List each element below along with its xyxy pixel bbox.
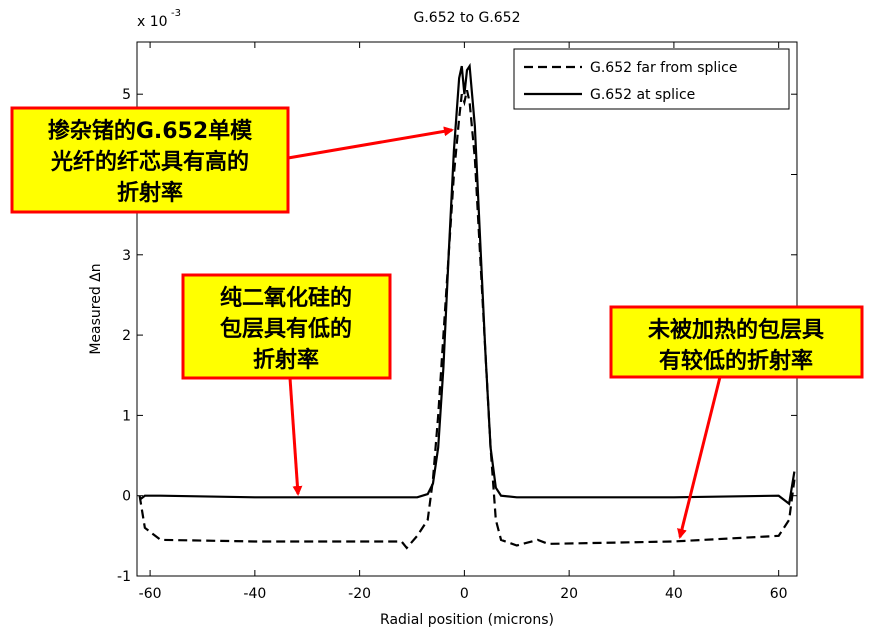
annotation-text: 包层具有低的 bbox=[220, 316, 352, 342]
y-axis-label: Measured Δn bbox=[88, 263, 104, 354]
y-tick-label: 5 bbox=[122, 87, 131, 103]
x-tick-label: 20 bbox=[560, 586, 578, 602]
y-tick-label: -1 bbox=[117, 569, 131, 585]
annotation-arrow bbox=[288, 377, 303, 496]
annotation-text: 未被加热的包层具 bbox=[648, 317, 824, 343]
x-tick-label: -40 bbox=[243, 586, 266, 602]
data-line bbox=[138, 62, 796, 506]
x-tick-label: -20 bbox=[348, 586, 371, 602]
annotation-box bbox=[181, 273, 392, 380]
y-multiplier-exponent: -3 bbox=[171, 8, 181, 19]
legend-label: G.652 at splice bbox=[590, 87, 695, 103]
y-multiplier: x 10 bbox=[137, 14, 168, 30]
annotation-box bbox=[10, 106, 290, 214]
annotation-text: 折射率 bbox=[117, 180, 183, 206]
annotation-arrow bbox=[287, 126, 454, 160]
y-tick-label: 0 bbox=[122, 489, 131, 505]
y-tick-label: 2 bbox=[122, 328, 131, 344]
x-tick-label: 60 bbox=[770, 586, 788, 602]
annotations: 掺杂锗的G.652单模光纤的纤芯具有高的折射率纯二氧化硅的包层具有低的折射率未被… bbox=[10, 106, 864, 539]
annotation-arrow bbox=[677, 376, 722, 539]
legend-label: G.652 far from splice bbox=[590, 60, 738, 76]
data-line bbox=[138, 89, 796, 550]
legend-box bbox=[513, 48, 790, 110]
legend: G.652 far from splice G.652 at splice bbox=[513, 48, 790, 110]
x-tick-label: 40 bbox=[665, 586, 683, 602]
annotation-text: 纯二氧化硅的 bbox=[220, 285, 352, 311]
annotation-text: 有较低的折射率 bbox=[659, 348, 813, 374]
annotation-text: 掺杂锗的G.652单模 bbox=[48, 118, 253, 144]
annotation-text: 折射率 bbox=[253, 347, 319, 373]
chart-title: G.652 to G.652 bbox=[414, 10, 521, 26]
y-tick-label: 3 bbox=[122, 248, 131, 264]
x-axis-label: Radial position (microns) bbox=[380, 612, 554, 628]
annotation-box bbox=[609, 305, 864, 379]
annotation-text: 光纤的纤芯具有高的 bbox=[50, 149, 249, 175]
y-tick-label: 1 bbox=[122, 408, 131, 424]
x-tick-label: 0 bbox=[460, 586, 469, 602]
x-tick-label: -60 bbox=[139, 586, 162, 602]
